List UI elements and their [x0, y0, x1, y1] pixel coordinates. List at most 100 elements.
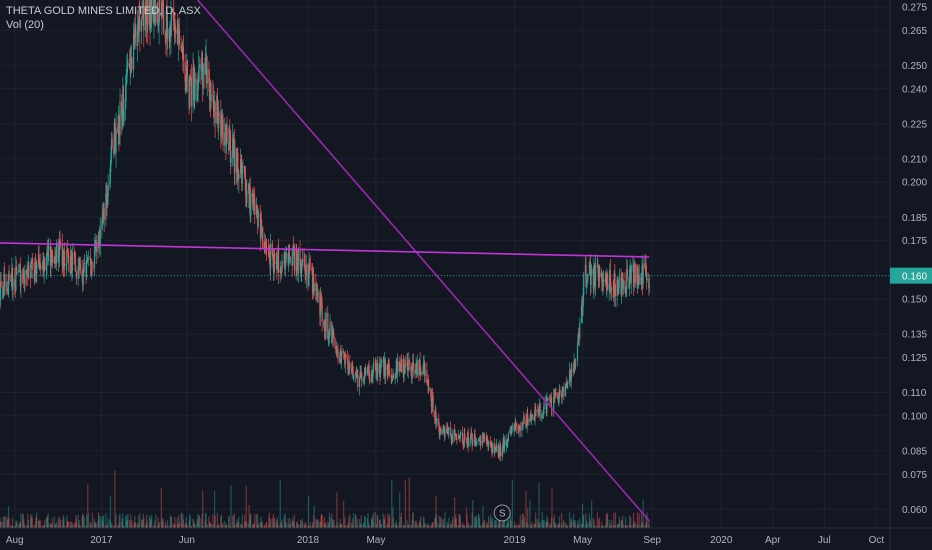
volume-bar: [288, 525, 290, 528]
volume-bar: [538, 525, 541, 528]
candle-body: [553, 396, 555, 411]
volume-bar: [34, 524, 36, 528]
candle-body: [308, 261, 310, 279]
candle-body: [3, 273, 6, 286]
volume-bar: [434, 517, 436, 528]
volume-bar: [218, 525, 220, 528]
volume-bar: [414, 521, 416, 528]
volume-bar: [228, 516, 230, 528]
candle-body: [645, 263, 647, 273]
volume-bar: [606, 512, 609, 528]
volume-bar: [572, 513, 575, 528]
volume-bar: [260, 516, 262, 528]
candle-body: [618, 277, 620, 280]
candle-body: [254, 199, 256, 215]
candle-body: [420, 367, 422, 375]
volume-bar: [367, 522, 370, 528]
volume-bar: [499, 523, 502, 528]
volume-bar: [54, 523, 57, 528]
candle-body: [7, 273, 10, 295]
volume-bar: [581, 524, 583, 528]
candle-body: [59, 241, 61, 244]
candle-body: [461, 432, 464, 443]
volume-bar: [484, 519, 486, 528]
event-marker-layer[interactable]: S: [493, 504, 511, 522]
split-event-marker[interactable]: [493, 504, 511, 522]
volume-bar: [521, 519, 523, 528]
volume-bar: [513, 525, 515, 528]
candle-body: [106, 196, 109, 205]
volume-bar: [144, 525, 147, 528]
trendline-layer[interactable]: [0, 0, 650, 522]
volume-bar: [122, 513, 124, 528]
volume-bar: [315, 518, 318, 528]
volume-bar: [95, 523, 97, 528]
candle-body: [118, 135, 121, 137]
time-axis[interactable]: Aug 2017 Jun 2018 May 2019 May Sep 2020 Apr Jul Oct: [0, 527, 932, 546]
volume-bar: [521, 513, 524, 528]
volume-bar: [85, 525, 87, 528]
volume-bar: [289, 523, 292, 528]
candle-body: [293, 246, 296, 271]
price-tick-label: 0.135: [902, 330, 927, 341]
volume-bar: [533, 525, 535, 528]
volume-bar: [3, 516, 6, 528]
candle-body: [462, 442, 464, 445]
volume-bar: [42, 525, 45, 528]
candle-body: [50, 249, 53, 263]
volume-bar: [174, 517, 176, 528]
volume-bar: [570, 517, 572, 528]
volume-indicator-label[interactable]: Vol (20): [6, 19, 44, 31]
volume-bar: [16, 520, 18, 528]
volume-bar: [640, 525, 642, 528]
volume-bar: [472, 499, 474, 528]
volume-bar: [439, 523, 441, 528]
volume-bar: [53, 516, 55, 528]
candle-body: [364, 368, 366, 380]
candle-body: [86, 261, 88, 278]
volume-bar: [237, 521, 239, 528]
candle-body: [474, 434, 476, 442]
volume-bar: [217, 524, 219, 528]
candle-body: [626, 268, 628, 290]
candle-body: [198, 64, 200, 68]
candle-body: [52, 255, 54, 264]
volume-bar: [19, 521, 21, 528]
symbol-title[interactable]: THETA GOLD MINES LIMITED, D, ASX: [6, 5, 201, 17]
candle-body: [114, 122, 116, 129]
price-tick-label: 0.075: [902, 470, 927, 481]
trendline-downtrend[interactable]: [196, 0, 650, 522]
volume-bar: [626, 525, 628, 528]
volume-bar: [15, 522, 18, 528]
volume-bar: [485, 523, 487, 528]
candle-body: [23, 271, 25, 284]
volume-bar: [465, 507, 468, 528]
volume-bar: [478, 517, 481, 528]
candle-body: [550, 396, 552, 398]
volume-bar: [644, 525, 647, 528]
trendline-resistance[interactable]: [0, 242, 650, 258]
volume-bar: [597, 525, 599, 528]
volume-bar: [148, 515, 151, 528]
volume-bar: [602, 525, 604, 528]
volume-bar: [426, 523, 429, 528]
price-tick-label: 0.150: [902, 295, 927, 306]
volume-bar: [233, 525, 235, 528]
candle-body: [499, 444, 502, 457]
volume-bar: [264, 525, 267, 528]
volume-bar: [391, 479, 393, 528]
volume-bar: [125, 515, 127, 528]
volume-bar: [284, 519, 286, 528]
candle-body: [436, 418, 438, 422]
candle-body: [115, 128, 117, 152]
candle-body: [480, 440, 482, 446]
volume-bar: [210, 523, 212, 528]
volume-bar: [320, 514, 323, 528]
volume-bar: [97, 512, 100, 528]
volume-bar: [588, 512, 590, 528]
volume-bar: [284, 513, 286, 528]
candle-body: [281, 262, 284, 264]
volume-bar: [50, 524, 52, 528]
volume-bar: [621, 521, 623, 528]
